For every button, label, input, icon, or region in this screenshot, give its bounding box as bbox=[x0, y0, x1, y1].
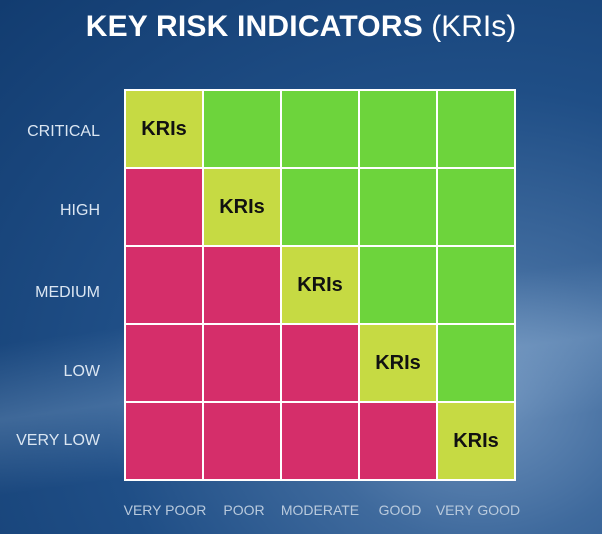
matrix-cell bbox=[204, 91, 280, 167]
matrix-cell bbox=[204, 325, 280, 401]
matrix-cell bbox=[282, 403, 358, 479]
matrix-cell bbox=[438, 91, 514, 167]
matrix-cell bbox=[360, 403, 436, 479]
matrix-cell: KRIs bbox=[204, 169, 280, 245]
matrix-cell bbox=[204, 247, 280, 323]
row-label-low: LOW bbox=[63, 363, 100, 380]
kri-label: KRIs bbox=[219, 195, 265, 218]
matrix-cell bbox=[204, 403, 280, 479]
matrix-cell bbox=[126, 403, 202, 479]
row-label-medium: MEDIUM bbox=[35, 284, 100, 301]
matrix-cell: KRIs bbox=[360, 325, 436, 401]
title-light: (KRIs) bbox=[431, 10, 517, 43]
matrix-cell bbox=[438, 247, 514, 323]
matrix-cell: KRIs bbox=[282, 247, 358, 323]
matrix-cell bbox=[360, 247, 436, 323]
kri-label: KRIs bbox=[375, 351, 421, 374]
col-label-poor: POOR bbox=[223, 502, 265, 518]
matrix-cell bbox=[126, 247, 202, 323]
col-label-very-good: VERY GOOD bbox=[435, 502, 521, 518]
kri-label: KRIs bbox=[297, 273, 343, 296]
row-label-high: HIGH bbox=[60, 202, 100, 219]
matrix-cell bbox=[360, 91, 436, 167]
matrix-cell bbox=[360, 169, 436, 245]
row-label-very-low: VERY LOW bbox=[16, 432, 100, 449]
matrix-cell: KRIs bbox=[126, 91, 202, 167]
matrix-cell bbox=[282, 325, 358, 401]
title-bold: KEY RISK INDICATORS bbox=[85, 10, 423, 43]
page-title: KEY RISK INDICATORS (KRIs) bbox=[0, 10, 602, 44]
kri-label: KRIs bbox=[453, 429, 499, 452]
matrix-cell bbox=[126, 325, 202, 401]
col-label-good: GOOD bbox=[378, 502, 422, 518]
col-label-very-poor: VERY POOR bbox=[123, 502, 207, 518]
matrix-cell bbox=[282, 91, 358, 167]
matrix-cell: KRIs bbox=[438, 403, 514, 479]
matrix-cell bbox=[438, 325, 514, 401]
col-label-moderate: MODERATE bbox=[280, 502, 360, 518]
risk-matrix: KRIs KRIs KRIs KRIs KRIs bbox=[124, 89, 516, 481]
matrix-cell bbox=[438, 169, 514, 245]
kri-label: KRIs bbox=[141, 117, 187, 140]
matrix-cell bbox=[282, 169, 358, 245]
matrix-cell bbox=[126, 169, 202, 245]
row-label-critical: CRITICAL bbox=[27, 123, 100, 140]
